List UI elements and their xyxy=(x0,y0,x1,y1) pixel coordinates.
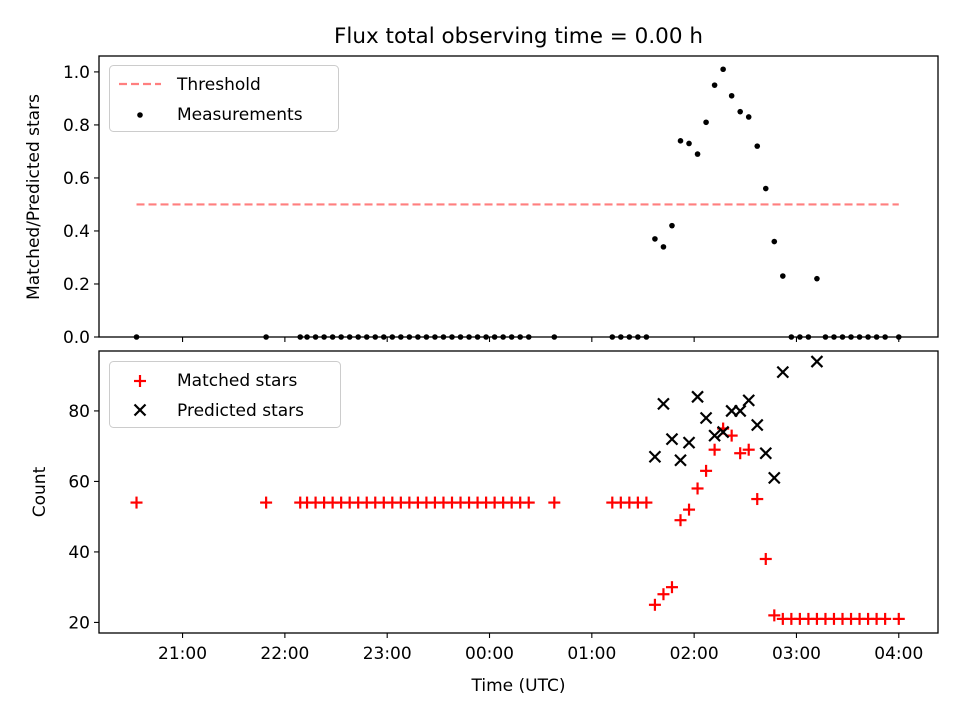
matched-star-point xyxy=(640,496,653,509)
matched-star-point xyxy=(879,612,892,625)
predicted-star-point xyxy=(810,355,824,368)
measurements-legend-swatch xyxy=(137,112,143,118)
measurement-point xyxy=(754,143,761,149)
matched-star-point xyxy=(648,598,661,611)
measurement-point xyxy=(703,119,709,126)
bottom-y-axis-label: Count xyxy=(30,466,50,517)
matched-star-point xyxy=(665,581,678,594)
predicted-star-point xyxy=(768,471,781,485)
measurement-point xyxy=(660,244,667,250)
matched-legend-label: Matched stars xyxy=(177,371,297,391)
predicted-star-point xyxy=(657,397,670,411)
matched-star-point xyxy=(768,609,781,622)
bottom-legend-box xyxy=(109,361,341,428)
matched-star-point xyxy=(700,464,713,477)
x-tick-label: 03:00 xyxy=(772,644,821,664)
matched-star-point xyxy=(674,514,687,527)
matched-star-point xyxy=(892,612,905,625)
measurements-legend-label: Measurements xyxy=(177,105,303,125)
matched-star-point xyxy=(691,482,704,495)
top-y-tick-label: 0.0 xyxy=(63,328,90,348)
measurement-point xyxy=(652,236,658,242)
x-tick-label: 22:00 xyxy=(260,644,309,664)
measurement-point xyxy=(771,238,778,245)
matched-star-point xyxy=(759,552,772,565)
bottom-legend: Matched stars Predicted stars xyxy=(109,361,341,428)
matched-star-point xyxy=(260,496,273,509)
measurement-point xyxy=(762,185,769,192)
bottom-y-tick-label: 40 xyxy=(68,543,90,563)
top-y-tick-label: 0.8 xyxy=(63,116,90,136)
predicted-star-point xyxy=(742,394,755,407)
top-y-tick-label: 0.6 xyxy=(63,169,90,189)
measurement-point xyxy=(737,108,743,115)
x-tick-label: 02:00 xyxy=(670,644,719,664)
top-axes-frame xyxy=(98,55,939,338)
matched-star-point xyxy=(683,503,696,516)
top-y-axis-label: Matched/Predicted stars xyxy=(24,94,44,300)
measurement-point xyxy=(745,114,752,120)
measurement-point xyxy=(694,151,701,157)
bottom-y-tick-label: 80 xyxy=(68,402,90,422)
matched-star-point xyxy=(751,493,764,506)
x-tick-label: 01:00 xyxy=(567,644,616,664)
top-legend-box xyxy=(109,65,339,132)
x-tick-label: 21:00 xyxy=(158,644,207,664)
predicted-star-point xyxy=(691,390,704,404)
bottom-y-tick-label: 60 xyxy=(68,472,90,492)
chart-title: Flux total observing time = 0.00 h xyxy=(334,24,703,49)
predicted-star-point xyxy=(716,425,730,439)
x-axis-label: Time (UTC) xyxy=(471,676,566,696)
measurement-point xyxy=(677,138,684,144)
bottom-axes-frame xyxy=(98,350,939,634)
matched-star-point xyxy=(522,496,535,509)
predicted-star-point xyxy=(674,453,687,467)
bottom-y-tick-label: 20 xyxy=(68,613,90,633)
matched-star-point xyxy=(130,496,143,509)
top-panel: Flux total observing time = 0.00 h Match… xyxy=(24,24,939,348)
predicted-star-point xyxy=(750,418,764,432)
predicted-legend-label: Predicted stars xyxy=(177,401,304,421)
matched-legend-swatch xyxy=(134,375,146,387)
measurement-point xyxy=(814,275,820,282)
predicted-star-point xyxy=(648,450,662,464)
measurement-point xyxy=(728,92,735,99)
matched-star-point xyxy=(548,496,561,509)
measurement-point xyxy=(720,66,726,73)
matched-star-point xyxy=(734,447,747,460)
predicted-star-point xyxy=(776,365,790,379)
bottom-panel: Count Time (UTC) 20 40 60 80 21:00 22:00 23:00… xyxy=(30,350,939,696)
x-tick-label: 23:00 xyxy=(363,644,412,664)
predicted-legend-swatch xyxy=(133,403,147,417)
predicted-star-point xyxy=(733,404,747,418)
predicted-star-point xyxy=(682,436,696,449)
predicted-star-point xyxy=(699,411,713,425)
x-tick-label: 00:00 xyxy=(465,644,514,664)
top-y-tick-label: 1.0 xyxy=(63,63,90,83)
threshold-legend-label: Threshold xyxy=(176,75,261,95)
bottom-plot-area: 20 40 60 80 21:00 22:00 23:00 00:00 01:00 02:00 03… xyxy=(68,355,923,664)
matched-star-point xyxy=(742,443,755,456)
measurement-point xyxy=(686,140,692,147)
predicted-star-point xyxy=(759,446,773,460)
matched-star-point xyxy=(708,443,721,456)
x-tick-label: 04:00 xyxy=(874,644,923,664)
measurement-point xyxy=(711,82,718,88)
top-legend: Threshold Measurements xyxy=(109,65,339,132)
top-y-tick-label: 0.2 xyxy=(63,275,90,295)
measurement-point xyxy=(780,273,786,279)
predicted-star-point xyxy=(665,432,679,446)
top-plot-area: 0.0 0.2 0.4 0.6 0.8 1.0 xyxy=(63,63,902,348)
measurement-point xyxy=(669,222,675,229)
matched-star-point xyxy=(657,588,670,601)
top-y-tick-label: 0.4 xyxy=(63,222,90,242)
predicted-star-point xyxy=(708,429,721,442)
